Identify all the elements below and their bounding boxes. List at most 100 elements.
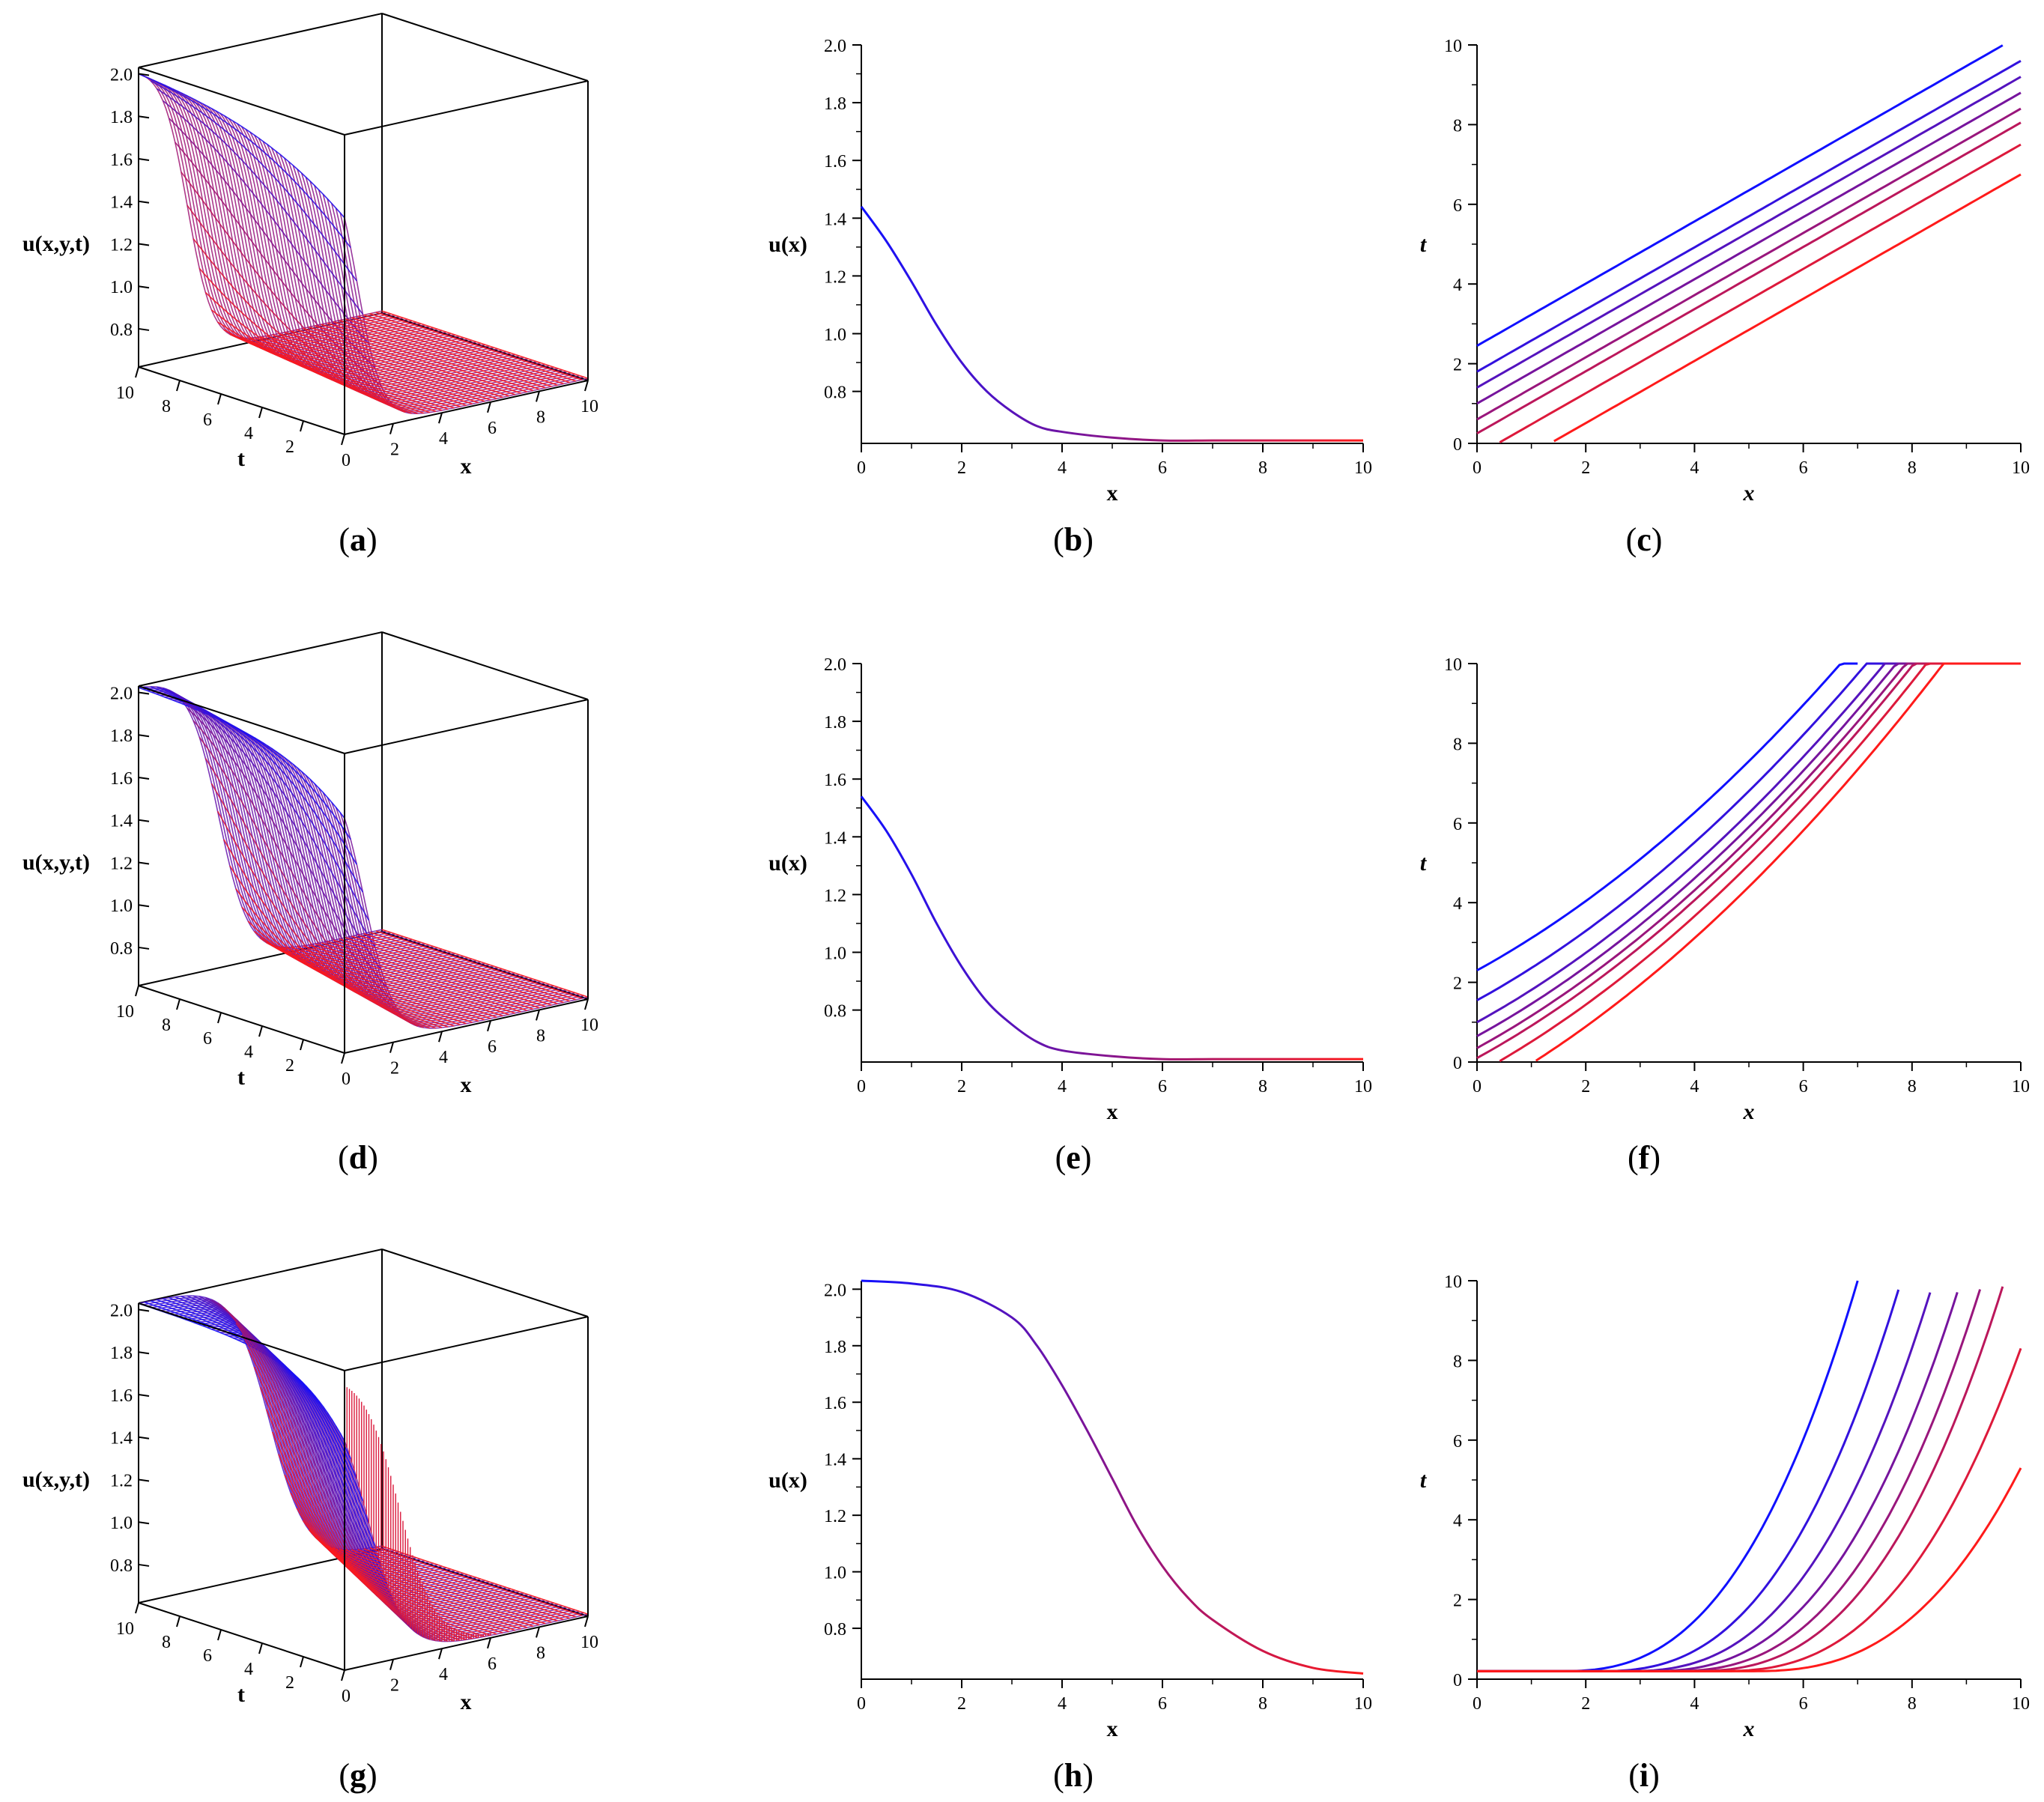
y-tick-label: 1.0	[824, 326, 846, 345]
z-tick-label: 1.2	[110, 1471, 133, 1490]
surface-x-line	[272, 944, 479, 1022]
box-edge	[138, 13, 383, 68]
x-tick-label: 4	[439, 1665, 448, 1684]
z-tick-mark	[138, 1308, 150, 1312]
z-tick-mark	[138, 904, 150, 908]
x-tick-label: 2	[1581, 1694, 1590, 1714]
y-tick-label: 1.6	[824, 152, 846, 172]
z-tick-label: 1.4	[110, 812, 133, 831]
t-tick-mark	[258, 1025, 263, 1037]
characteristic-line-i8	[1477, 1467, 2022, 1672]
z-tick-label: 1.8	[110, 108, 133, 127]
box-edge	[344, 1616, 589, 1671]
z-tick-mark	[138, 1393, 150, 1397]
z-tick-label: 1.0	[110, 1514, 133, 1533]
surface-x-line	[254, 337, 461, 407]
z-tick-mark	[138, 1563, 150, 1567]
t-tick-label: 4	[244, 1660, 253, 1679]
surface-x-line	[363, 932, 570, 1002]
surface-x-line	[284, 1474, 491, 1636]
caption-paren: (	[1628, 1757, 1640, 1794]
surface-x-line	[229, 333, 437, 413]
x-tick-mark	[536, 1010, 540, 1021]
box-edge	[381, 13, 589, 82]
x-tick-mark	[487, 401, 491, 413]
surface-x-line	[144, 1301, 351, 1459]
x-tick-label: 10	[1354, 458, 1372, 478]
panel-caption: (f)	[1628, 1139, 1661, 1176]
x-tick-label: 0	[1473, 1077, 1482, 1096]
z-tick-mark	[138, 1478, 150, 1482]
x-tick-mark	[438, 1648, 443, 1660]
surface-x-line	[290, 330, 497, 399]
caption-paren: (	[1053, 521, 1064, 558]
x-tick-label: 6	[1158, 1694, 1167, 1714]
z-tick-mark	[138, 819, 150, 822]
caption-letter: b	[1064, 521, 1082, 558]
x-tick-label: 2	[390, 1676, 399, 1696]
y-tick-label: 0.8	[824, 1002, 846, 1022]
box-edge	[138, 67, 345, 136]
t-tick-mark	[217, 1012, 222, 1024]
surface-t-line	[138, 1295, 383, 1551]
box-edge	[138, 985, 345, 1054]
surface-x-line	[175, 1296, 382, 1567]
t-axis-label: t	[237, 1682, 245, 1707]
characteristic-line-i2	[1477, 1289, 1900, 1672]
panel-caption: (d)	[338, 1139, 378, 1176]
z-tick-mark	[138, 1436, 150, 1440]
x-tick-mark	[389, 423, 394, 434]
surface-x-line	[321, 1541, 528, 1628]
x-tick-label: 2	[1581, 458, 1590, 478]
characteristic-line-f5	[1476, 662, 1980, 1049]
x-tick-label: 6	[488, 1654, 497, 1674]
characteristic-line-c6	[1476, 121, 2022, 434]
y-tick-label: 1.6	[824, 771, 846, 790]
surface-x-line	[297, 946, 503, 1017]
x-tick-label: 2	[957, 1077, 966, 1096]
x-tick-label: 4	[1690, 1077, 1699, 1096]
y-tick-label: 4	[1453, 894, 1462, 914]
z-tick-mark	[138, 115, 150, 119]
y-axis-label: t	[1420, 1468, 1428, 1493]
caption-letter: a	[350, 521, 366, 558]
x-tick-label: 10	[2012, 1077, 2030, 1096]
y-tick-label: 1.4	[824, 210, 846, 229]
z-tick-label: 1.8	[110, 726, 133, 746]
x-tick-label: 6	[1158, 458, 1167, 478]
x-tick-label: 8	[1908, 1694, 1917, 1714]
y-tick-label: 0	[1453, 435, 1462, 455]
caption-paren: (	[1055, 1139, 1067, 1176]
t-tick-label: 10	[116, 383, 134, 403]
characteristic-line-c5	[1476, 107, 2022, 421]
t-tick-label: 10	[116, 1002, 134, 1022]
t-tick-label: 8	[162, 1633, 171, 1652]
surface-x-line	[150, 80, 357, 282]
characteristic-line-c8	[1553, 173, 2022, 443]
x-axis-label: x	[1107, 481, 1118, 506]
z-tick-label: 2.0	[110, 685, 133, 704]
x-tick-label: 4	[439, 429, 448, 449]
surface-x-line	[375, 312, 583, 380]
caption-letter: c	[1637, 521, 1652, 558]
z-tick-mark	[138, 157, 150, 161]
y-axis-label: u(x)	[768, 232, 807, 257]
characteristic-line-i3	[1477, 1292, 1932, 1672]
y-axis-label: t	[1420, 851, 1428, 876]
y-tick-label: 0	[1453, 1671, 1462, 1690]
z-tick-label: 2.0	[110, 66, 133, 85]
x-tick-label: 8	[1908, 1077, 1917, 1096]
surface-x-line	[284, 332, 491, 401]
surface-x-line	[266, 941, 473, 1023]
y-tick-label: 0.8	[824, 1620, 846, 1639]
x-axis-label: x	[1107, 1099, 1118, 1124]
surface-x-line	[345, 1549, 552, 1623]
x-axis-label: x	[461, 1690, 472, 1714]
panel-caption: (b)	[1053, 521, 1094, 558]
x-tick-label: 4	[1058, 458, 1067, 478]
surface-x-line	[375, 930, 583, 999]
surface-x-line	[186, 708, 394, 1003]
caption-letter: i	[1640, 1757, 1649, 1794]
t-axis-label: t	[237, 1065, 245, 1090]
x-axis-label: x	[461, 454, 472, 479]
